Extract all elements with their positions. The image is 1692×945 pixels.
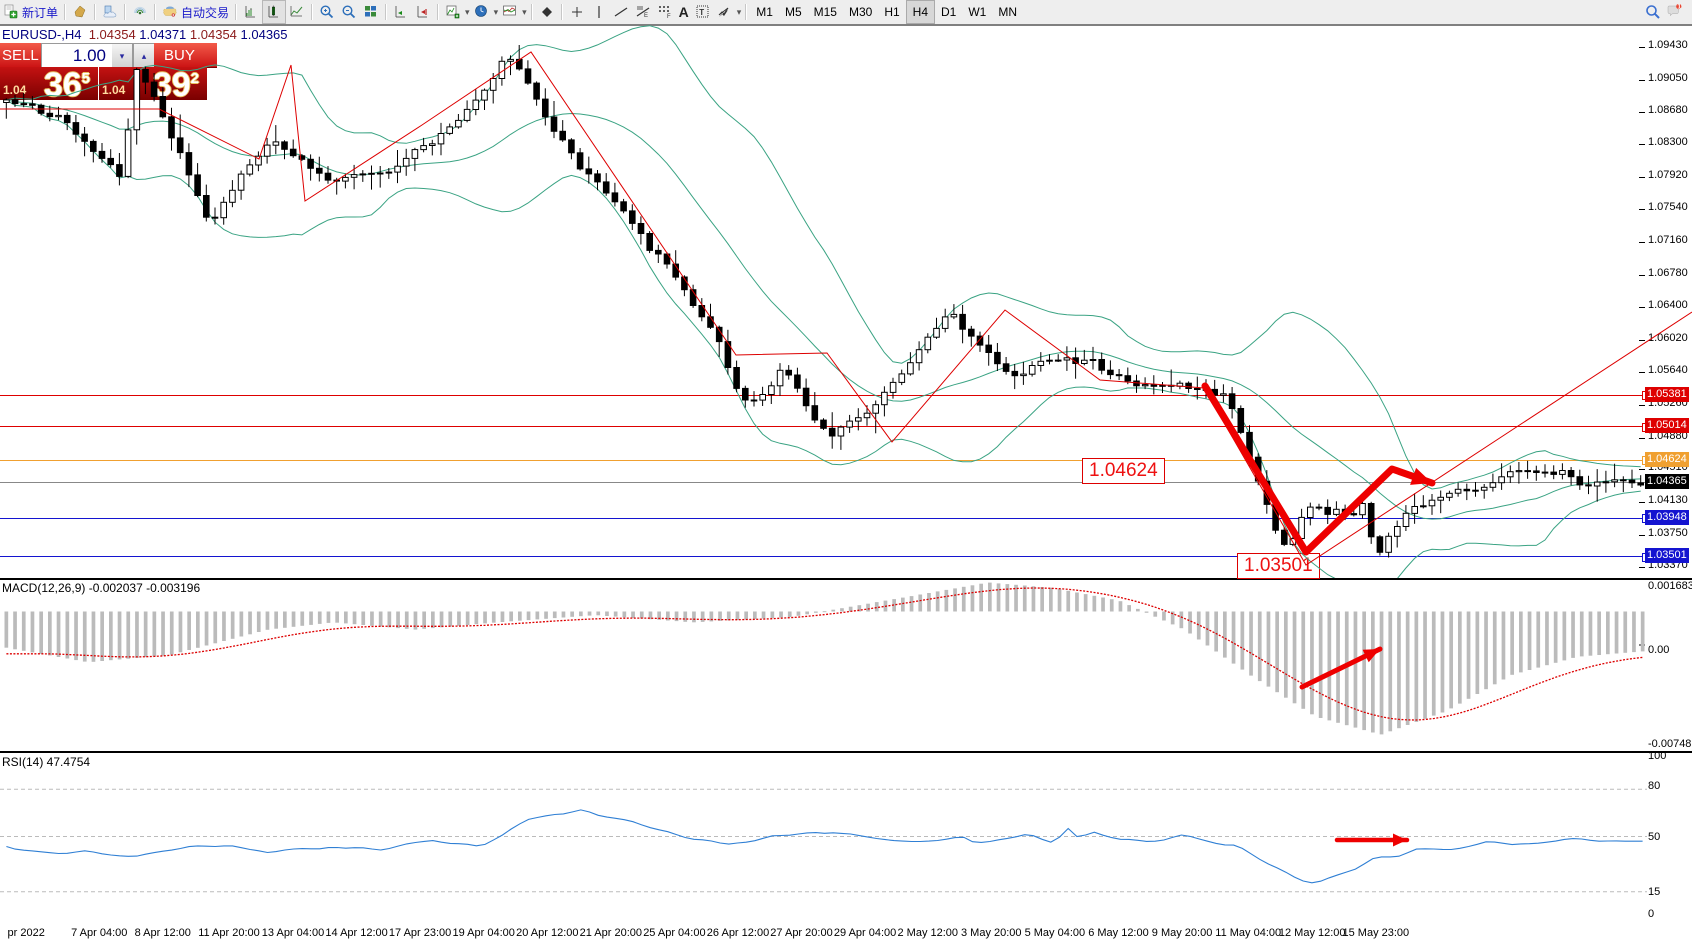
svg-text:T: T [699,8,704,17]
svg-text:1: 1 [1677,4,1681,10]
svg-text:E: E [644,13,648,19]
svg-text:F: F [667,14,671,20]
